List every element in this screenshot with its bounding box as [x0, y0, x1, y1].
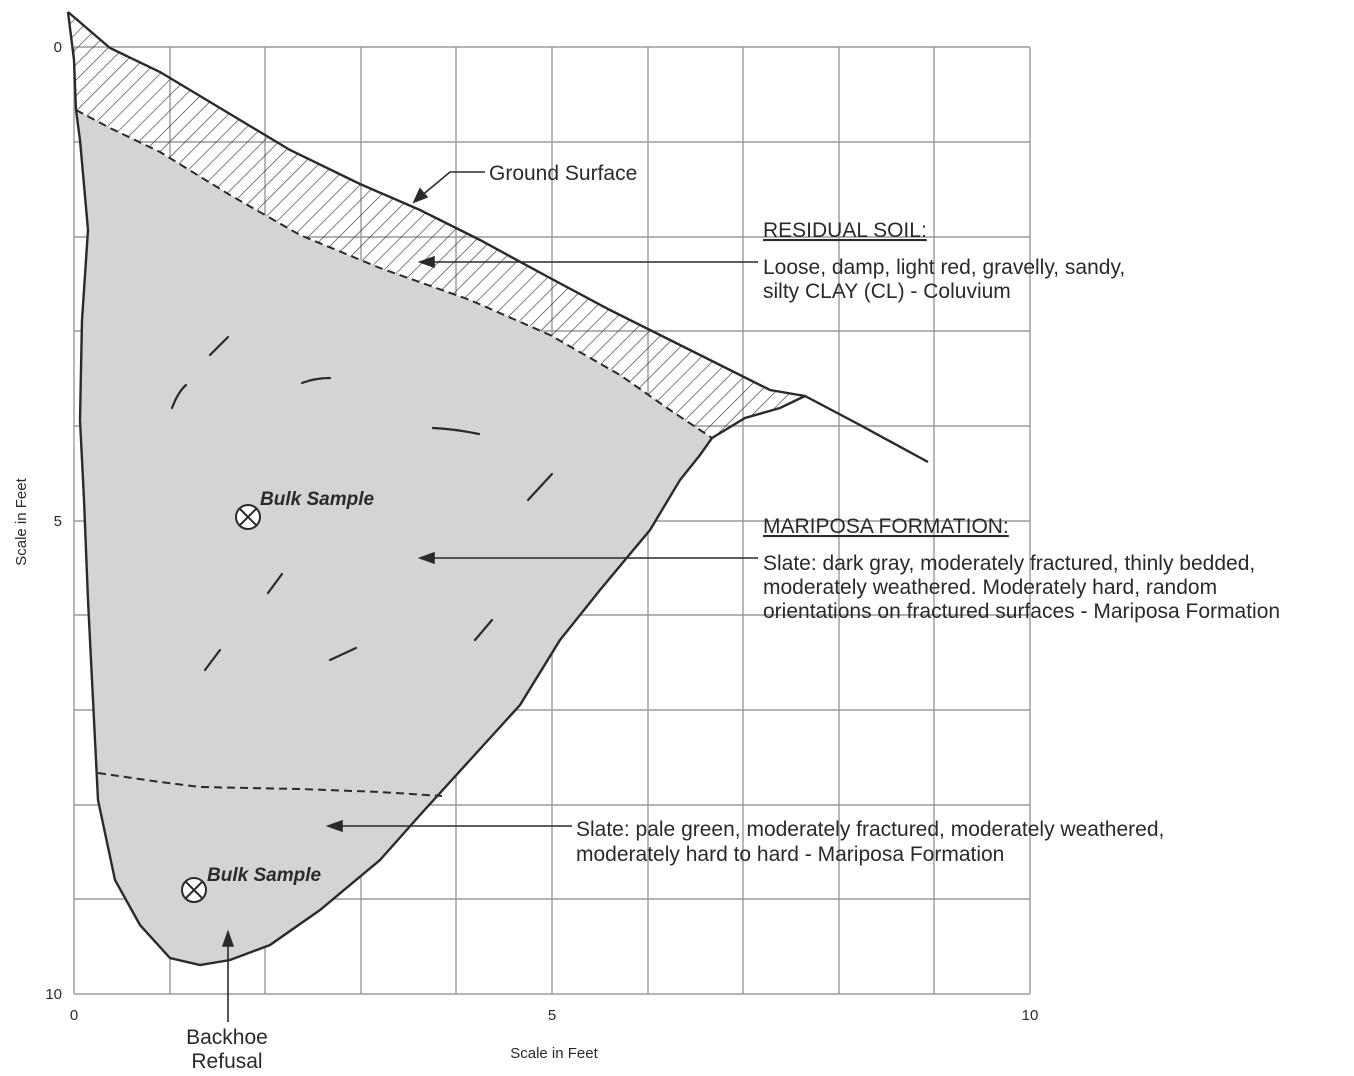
x-tick-5: 5 [548, 1007, 556, 1024]
arrow-residual-soil [417, 255, 435, 269]
backhoe-line-2: Refusal [191, 1050, 262, 1073]
y-tick-5: 5 [54, 513, 62, 530]
residual-soil-line-2: silty CLAY (CL) - Coluvium [763, 280, 1011, 303]
fracture-mark [328, 646, 358, 662]
mariposa-heading: MARIPOSA FORMATION: [763, 515, 1009, 538]
arrow-ground-surface [412, 187, 429, 204]
x-tick-10: 10 [1022, 1007, 1039, 1024]
slate-green-line-2: moderately hard to hard - Mariposa Forma… [576, 843, 1004, 866]
bulk-sample-label-2: Bulk Sample [207, 865, 321, 886]
y-tick-10: 10 [45, 986, 62, 1003]
residual-soil-region [68, 12, 805, 438]
fracture-mark [208, 335, 230, 357]
residual-soil-heading: RESIDUAL SOIL: [763, 219, 927, 242]
mariposa-line-2: moderately weathered. Moderately hard, r… [763, 576, 1217, 599]
mariposa-line-3: orientations on fractured surfaces - Mar… [763, 600, 1280, 623]
fracture-mark [266, 572, 284, 595]
leader-ground-surface [419, 171, 485, 198]
residual-soil-line-1: Loose, damp, light red, gravelly, sandy, [763, 256, 1125, 279]
fracture-mark [300, 376, 332, 385]
mariposa-formation-region [76, 110, 712, 965]
sample-marker-2 [181, 877, 207, 903]
fracture-marks [170, 335, 554, 672]
soil-rock-contact [75, 109, 713, 439]
slate-contact [97, 772, 443, 797]
y-axis-title: Scale in Feet [13, 477, 30, 565]
arrow-mariposa [417, 551, 435, 565]
fracture-mark [203, 648, 222, 672]
fracture-mark [526, 472, 554, 502]
arrow-slate-green [325, 819, 343, 833]
ground-surface-label: Ground Surface [489, 162, 637, 185]
slate-green-line-1: Slate: pale green, moderately fractured,… [576, 818, 1164, 841]
y-tick-0: 0 [54, 39, 62, 56]
pit-outline [66, 11, 806, 967]
ground-surface-line [67, 11, 929, 464]
backhoe-line-1: Backhoe [186, 1026, 268, 1049]
bulk-sample-label-1: Bulk Sample [260, 489, 374, 510]
sample-marker-1 [235, 504, 261, 530]
arrow-backhoe [221, 929, 235, 947]
fracture-mark [473, 618, 494, 642]
fracture-mark [431, 426, 481, 436]
leaders [221, 171, 758, 1022]
x-tick-0: 0 [70, 1007, 78, 1024]
x-axis-title: Scale in Feet [510, 1045, 598, 1062]
fracture-mark [170, 383, 188, 410]
mariposa-line-1: Slate: dark gray, moderately fractured, … [763, 552, 1255, 575]
